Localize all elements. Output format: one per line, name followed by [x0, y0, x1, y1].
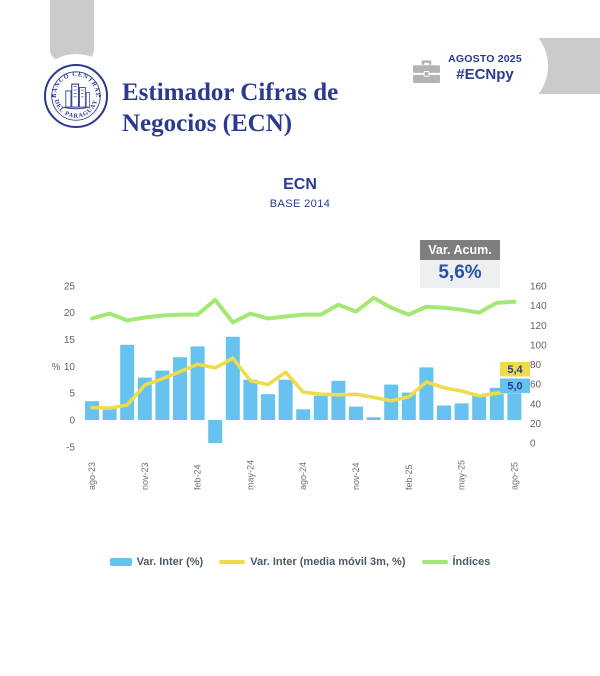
- svg-text:may-25: may-25: [457, 460, 467, 490]
- svg-text:feb-24: feb-24: [193, 464, 203, 490]
- bcp-logo: BANCO CENTRAL DEL PARAGUAY: [43, 63, 109, 129]
- briefcase-icon: [413, 60, 440, 84]
- period-badge: AGOSTO 2025 #ECNpy: [446, 53, 524, 83]
- svg-text:5: 5: [69, 389, 75, 400]
- svg-text:0: 0: [530, 439, 536, 450]
- legend-swatch-green-line: [421, 560, 448, 564]
- svg-text:140: 140: [530, 301, 547, 312]
- logo-buildings-icon: [62, 83, 90, 110]
- svg-text:nov-23: nov-23: [140, 462, 150, 490]
- page-title: Estimador Cifras de Negocios (ECN): [122, 78, 338, 139]
- svg-text:may-24: may-24: [245, 460, 255, 490]
- right-ribbon-notch: [456, 20, 548, 112]
- svg-text:feb-25: feb-25: [404, 464, 414, 490]
- svg-text:15: 15: [64, 335, 76, 346]
- svg-text:5,4: 5,4: [507, 364, 523, 376]
- svg-text:20: 20: [530, 419, 542, 430]
- svg-text:0: 0: [69, 416, 75, 427]
- svg-text:40: 40: [530, 399, 542, 410]
- svg-text:120: 120: [530, 321, 547, 332]
- svg-text:80: 80: [530, 360, 542, 371]
- svg-text:ago-25: ago-25: [509, 462, 519, 490]
- svg-text:160: 160: [530, 282, 547, 293]
- svg-text:5,0: 5,0: [507, 381, 522, 393]
- svg-text:60: 60: [530, 380, 542, 391]
- var-acum-box: Var. Acum. 5,6%: [420, 240, 500, 288]
- svg-text:10: 10: [64, 362, 76, 373]
- chart-legend: Var. Inter (%) Var. Inter (media móvil 3…: [0, 556, 600, 568]
- svg-text:nov-24: nov-24: [351, 462, 361, 490]
- chart-title: ECN: [283, 176, 317, 193]
- legend-label: Var. Inter (media móvil 3m, %): [250, 556, 406, 568]
- legend-label: Índices: [452, 556, 491, 568]
- legend-item-media-movil: Var. Inter (media móvil 3m, %): [219, 556, 406, 568]
- badge-hashtag: #ECNpy: [456, 66, 514, 83]
- legend-swatch-bar: [109, 558, 132, 566]
- var-acum-label: Var. Acum.: [420, 240, 500, 260]
- svg-text:25: 25: [64, 281, 76, 292]
- svg-text:ago-23: ago-23: [87, 462, 97, 490]
- legend-swatch-yellow-line: [219, 560, 246, 564]
- svg-text:100: 100: [530, 340, 547, 351]
- legend-item-indices: Índices: [421, 556, 491, 568]
- legend-item-var-inter: Var. Inter (%): [109, 556, 204, 568]
- page-title-line1: Estimador Cifras de: [122, 79, 339, 106]
- svg-text:%: %: [52, 362, 61, 373]
- page-title-line2: Negocios (ECN): [122, 109, 293, 137]
- badge-period: AGOSTO 2025: [448, 53, 522, 65]
- ecn-chart: 25 20 15 10 5 0 -5% 160 140 120 100 80 60 40 20 0 ago-23…: [52, 281, 548, 490]
- legend-label: Var. Inter (%): [136, 556, 204, 568]
- var-acum-value: 5,6%: [420, 260, 500, 288]
- chart-subtitle: BASE 2014: [269, 198, 331, 210]
- svg-text:-5: -5: [66, 442, 75, 453]
- svg-text:ago-24: ago-24: [298, 462, 308, 490]
- left-ribbon-decoration: [50, 0, 94, 64]
- svg-text:20: 20: [64, 308, 76, 319]
